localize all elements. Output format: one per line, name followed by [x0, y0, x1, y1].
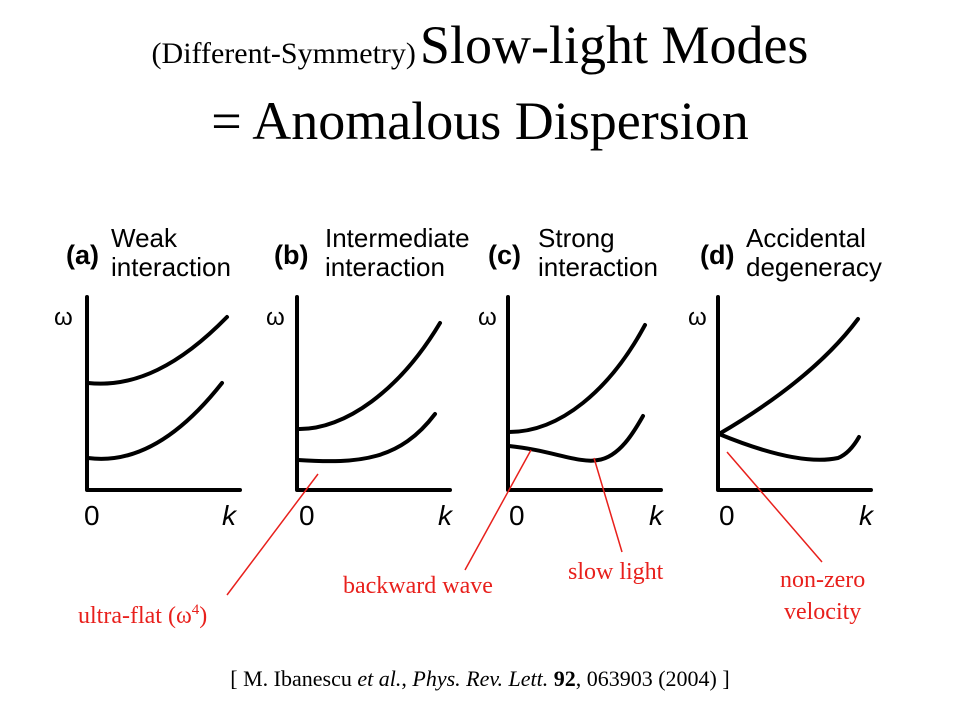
panel-c-lower-band — [507, 414, 645, 463]
title-prefix: (Different-Symmetry) — [151, 37, 416, 70]
ultra-flat-pointer — [226, 473, 319, 596]
panel-c-tag: (c) — [488, 240, 521, 270]
panel-b-graph — [295, 295, 452, 492]
panel-d-axes — [716, 295, 873, 492]
panel-a-upper-band — [86, 315, 229, 386]
ultra-flat-exponent: 4 — [191, 602, 200, 618]
panel-c-caption-line1: Strong — [538, 223, 615, 253]
panel-b-caption-line1: Intermediate — [325, 223, 470, 253]
panel-c-omega-label: ω — [478, 304, 497, 331]
non-zero-line-2: velocity — [783, 599, 862, 626]
panel-a-k-label: k — [222, 500, 238, 531]
panel-a-omega-label: ω — [54, 304, 73, 331]
panel-a-tag: (a) — [66, 240, 99, 270]
citation-volume: 92 — [553, 666, 576, 691]
citation: [ M. Ibanescu et al., Phys. Rev. Lett. 9… — [0, 666, 960, 692]
panel-a-zero-label: 0 — [84, 500, 100, 531]
ultra-flat-text: ultra-flat (ω — [78, 603, 192, 629]
non-zero-line-1: non-zero — [780, 567, 866, 593]
citation-author: [ M. Ibanescu — [230, 666, 358, 691]
citation-pages-year: , 063903 (2004) ] — [575, 666, 730, 691]
ultra-flat-label: ultra-flat (ω4) — [78, 600, 207, 632]
panel-b-caption-line2: interaction — [325, 252, 445, 282]
panel-b-k-label: k — [438, 500, 454, 531]
citation-etal: et al. — [357, 666, 402, 691]
panel-d-caption-line2: degeneracy — [746, 252, 882, 282]
panel-c-upper-band — [507, 323, 647, 434]
title-line-2: = Anomalous Dispersion — [211, 91, 749, 151]
panel-c-axes — [506, 295, 663, 492]
panel-a-lower-band — [86, 381, 224, 461]
panel-d-omega-label: ω — [688, 304, 707, 331]
title-main: Slow-light Modes — [419, 15, 809, 75]
panel-b-upper-band — [296, 321, 442, 432]
panel-c-zero-label: 0 — [509, 500, 525, 531]
panel-b-tag: (b) — [274, 240, 308, 270]
backward-wave-label: backward wave — [343, 573, 493, 599]
panel-b-axes — [295, 295, 452, 492]
panel-c-k-label: k — [649, 500, 665, 531]
panel-d-caption-line1: Accidental — [746, 223, 866, 253]
panel-b-zero-label: 0 — [299, 500, 315, 531]
panel-d-graph — [716, 295, 873, 492]
panel-c-caption-line2: interaction — [538, 252, 658, 282]
citation-sep-1: , — [401, 666, 413, 691]
panel-d-k-label: k — [859, 500, 875, 531]
panel-b-omega-label: ω — [266, 304, 285, 331]
panel-a-caption-line1: Weak — [111, 223, 178, 253]
slow-light-label: slow light — [568, 559, 664, 585]
panel-d-zero-label: 0 — [719, 500, 735, 531]
panel-d-upper-band — [717, 317, 860, 436]
panel-d-tag: (d) — [700, 240, 734, 270]
title-line-1: (Different-Symmetry) Slow-light Modes — [0, 18, 960, 72]
panel-a-graph — [85, 295, 242, 492]
non-zero-velocity-label: non-zero velocity — [780, 564, 865, 629]
panel-a-caption-line2: interaction — [111, 252, 231, 282]
citation-journal: Phys. Rev. Lett. — [412, 666, 549, 691]
panel-b-lower-band — [296, 412, 437, 464]
panel-a-axes — [85, 295, 242, 492]
ultra-flat-close: ) — [199, 603, 208, 629]
panel-c-graph — [506, 295, 663, 492]
panel-d-lower-band — [717, 432, 861, 462]
slow-light-pointer — [593, 457, 623, 553]
non-zero-velocity-pointer — [726, 451, 823, 563]
backward-wave-pointer — [464, 449, 532, 571]
